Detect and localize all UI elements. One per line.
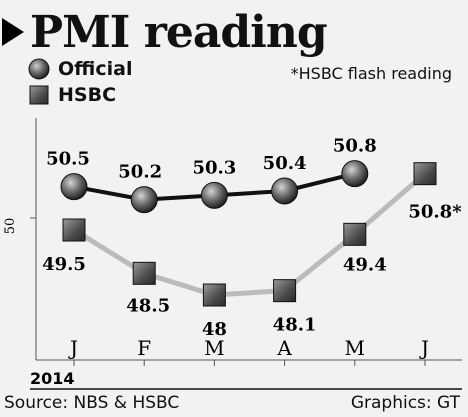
hsbc-point	[62, 218, 86, 242]
legend-circle-icon	[28, 58, 50, 80]
official-data-label: 50.4	[263, 153, 307, 174]
legend-item-official: Official	[28, 56, 132, 82]
legend: Official HSBC	[28, 56, 132, 108]
x-tick-label-0: J	[68, 336, 78, 360]
hsbc-data-label: 50.8*	[408, 202, 462, 223]
title-block: PMI reading	[0, 4, 328, 60]
legend-item-hsbc: HSBC	[28, 82, 132, 108]
legend-label-official: Official	[58, 58, 133, 80]
official-data-label: 50.3	[192, 157, 236, 178]
x-tick-label-4: M	[345, 336, 365, 360]
legend-square-icon	[29, 85, 49, 105]
official-point	[60, 173, 88, 201]
credit-text: Graphics: GT	[350, 393, 460, 413]
official-point	[130, 186, 158, 214]
hsbc-data-label: 49.4	[343, 254, 387, 275]
y-tick-label: 50	[3, 218, 18, 235]
title-arrow-icon	[2, 18, 24, 46]
hsbc-data-label: 48.5	[126, 295, 170, 316]
hsbc-data-label: 48	[202, 319, 227, 340]
x-tick-label-5: J	[419, 336, 429, 360]
official-data-label: 50.8	[333, 136, 377, 157]
x-tick-label-3: A	[276, 336, 292, 360]
x-tick-label-1: F	[137, 336, 151, 360]
chart-title: PMI reading	[30, 6, 328, 58]
x-tick-label-2: M	[204, 336, 224, 360]
official-point	[200, 181, 228, 209]
official-point	[341, 160, 369, 188]
plot-layer: J F M A M J 50.5 50.2 50.3 50.4 50.8 49.5 48.5 48 48.1…	[42, 136, 462, 366]
official-data-label: 50.2	[118, 162, 162, 183]
hsbc-point	[132, 261, 156, 285]
hsbc-data-label: 49.5	[42, 254, 86, 275]
series-line-1	[72, 171, 427, 298]
legend-label-hsbc: HSBC	[58, 84, 117, 106]
official-point	[271, 177, 299, 205]
hsbc-data-label: 48.1	[273, 315, 317, 336]
hsbc-point	[273, 279, 297, 303]
hsbc-point	[343, 222, 367, 246]
source-text: Source: NBS & HSBC	[4, 393, 180, 413]
hsbc-point	[413, 162, 437, 186]
hsbc-point	[202, 283, 226, 307]
official-data-label: 50.5	[46, 149, 90, 170]
footer: Source: NBS & HSBC Graphics: GT	[0, 387, 468, 417]
year-label: 2014	[30, 369, 75, 388]
flash-note: *HSBC flash reading	[290, 64, 452, 83]
